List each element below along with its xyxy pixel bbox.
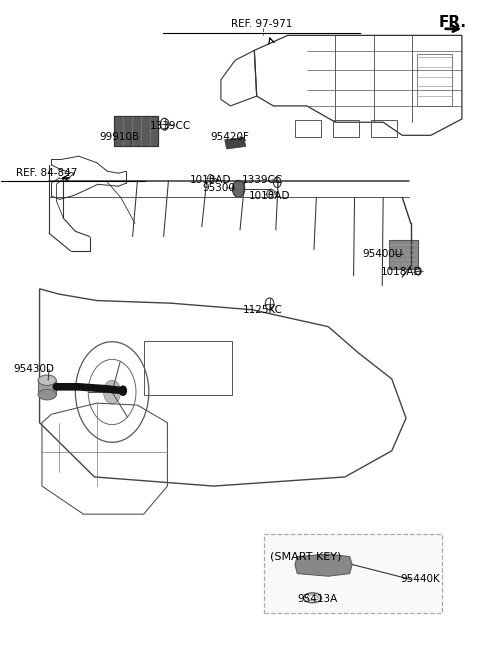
- Circle shape: [232, 180, 245, 197]
- Circle shape: [104, 380, 120, 404]
- Text: 1339CC: 1339CC: [242, 174, 284, 185]
- FancyBboxPatch shape: [264, 535, 443, 613]
- Bar: [144, 341, 232, 395]
- Text: 95300: 95300: [202, 182, 235, 193]
- Text: 1018AD: 1018AD: [190, 174, 231, 185]
- Text: 95440K: 95440K: [400, 575, 440, 584]
- Text: REF. 97-971: REF. 97-971: [231, 19, 292, 30]
- Bar: [295, 120, 321, 136]
- Text: FR.: FR.: [438, 15, 467, 30]
- Text: (SMART KEY): (SMART KEY): [270, 552, 342, 562]
- Text: 99910B: 99910B: [100, 132, 140, 142]
- FancyBboxPatch shape: [115, 116, 158, 146]
- Text: 95400U: 95400U: [362, 249, 402, 258]
- Ellipse shape: [38, 375, 56, 386]
- Bar: [417, 54, 452, 106]
- Text: 95430D: 95430D: [13, 364, 54, 374]
- Bar: [38, 380, 56, 395]
- Bar: [371, 120, 397, 136]
- Text: 1339CC: 1339CC: [150, 121, 192, 131]
- Bar: [333, 120, 360, 136]
- FancyBboxPatch shape: [389, 241, 419, 269]
- Ellipse shape: [38, 390, 56, 400]
- Text: 95420F: 95420F: [210, 132, 249, 142]
- Text: 1018AD: 1018AD: [381, 268, 422, 277]
- Text: 95413A: 95413A: [297, 594, 337, 604]
- Circle shape: [120, 386, 126, 396]
- Polygon shape: [225, 137, 246, 149]
- Polygon shape: [295, 554, 352, 576]
- Text: 1018AD: 1018AD: [249, 191, 290, 201]
- Text: 1125KC: 1125KC: [243, 305, 283, 316]
- Text: REF. 84-847: REF. 84-847: [16, 167, 77, 178]
